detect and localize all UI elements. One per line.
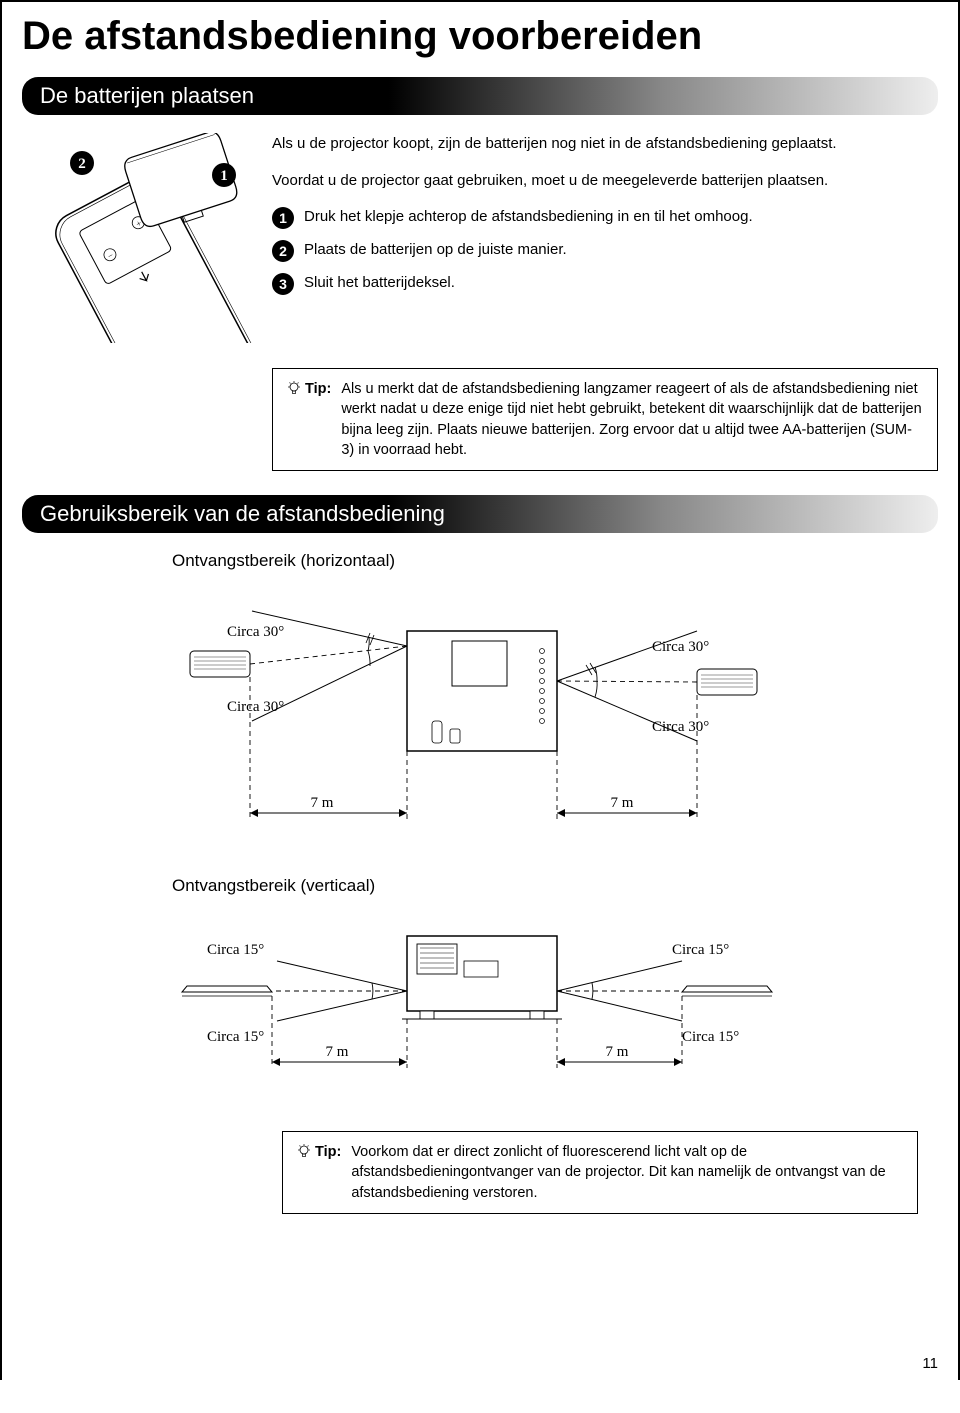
step-bullet-1: 1 bbox=[272, 207, 294, 229]
svg-text:1: 1 bbox=[220, 168, 228, 184]
label-circa30-bl: Circa 30° bbox=[227, 699, 284, 715]
tip-box-2: Tip: Voorkom dat er direct zonlicht of f… bbox=[282, 1131, 918, 1214]
step-text-1: Druk het klepje achterop de afstandsbedi… bbox=[304, 206, 753, 229]
page: De afstandsbediening voorbereiden De bat… bbox=[0, 0, 960, 1380]
label-7m-vr: 7 m bbox=[606, 1044, 629, 1060]
battery-text-block: Als u de projector koopt, zijn de batter… bbox=[272, 133, 938, 348]
intro-paragraph-2: Voordat u de projector gaat gebruiken, m… bbox=[272, 170, 938, 193]
range-section: Ontvangstbereik (horizontaal) bbox=[22, 551, 938, 1214]
section-header-batteries: De batterijen plaatsen bbox=[22, 77, 938, 115]
section-header-range: Gebruiksbereik van de afstandsbediening bbox=[22, 495, 938, 533]
diagram-horizontal: Circa 30° Circa 30° Circa 30° Circa 30° … bbox=[152, 581, 938, 846]
battery-section: − + 2 1 Als u de proj bbox=[22, 133, 938, 348]
subheading-horizontal: Ontvangstbereik (horizontaal) bbox=[172, 551, 938, 571]
page-number: 11 bbox=[922, 1355, 938, 1372]
horizontal-range-svg: Circa 30° Circa 30° Circa 30° Circa 30° … bbox=[152, 581, 792, 841]
label-circa15-br: Circa 15° bbox=[682, 1029, 739, 1045]
step-list: 1 Druk het klepje achterop de afstandsbe… bbox=[272, 206, 938, 295]
tip-text-1: Als u merkt dat de afstandsbediening lan… bbox=[341, 379, 923, 460]
tip-label-text-1: Tip: bbox=[305, 379, 331, 399]
tip-label-1: Tip: bbox=[287, 379, 331, 460]
tip-label-text-2: Tip: bbox=[315, 1142, 341, 1162]
label-circa30-tr: Circa 30° bbox=[652, 639, 709, 655]
label-7m-vl: 7 m bbox=[326, 1044, 349, 1060]
tip-box-1: Tip: Als u merkt dat de afstandsbedienin… bbox=[272, 368, 938, 471]
label-circa30-tl: Circa 30° bbox=[227, 624, 284, 640]
lightbulb-icon bbox=[287, 381, 301, 395]
label-circa30-br: Circa 30° bbox=[652, 719, 709, 735]
vertical-range-svg: Circa 15° Circa 15° Circa 15° Circa 15° … bbox=[152, 906, 792, 1096]
step-2: 2 Plaats de batterijen op de juiste mani… bbox=[272, 239, 938, 262]
lightbulb-icon bbox=[297, 1144, 311, 1158]
tip-label-2: Tip: bbox=[297, 1142, 341, 1203]
step-bullet-3: 3 bbox=[272, 273, 294, 295]
svg-text:2: 2 bbox=[78, 156, 86, 172]
step-text-3: Sluit het batterijdeksel. bbox=[304, 272, 455, 295]
step-1: 1 Druk het klepje achterop de afstandsbe… bbox=[272, 206, 938, 229]
page-title: De afstandsbediening voorbereiden bbox=[22, 14, 938, 59]
diagram-vertical: Circa 15° Circa 15° Circa 15° Circa 15° … bbox=[152, 906, 938, 1101]
label-7m-l: 7 m bbox=[311, 795, 334, 811]
step-bullet-2: 2 bbox=[272, 240, 294, 262]
label-circa15-bl: Circa 15° bbox=[207, 1029, 264, 1045]
step-3: 3 Sluit het batterijdeksel. bbox=[272, 272, 938, 295]
intro-paragraph-1: Als u de projector koopt, zijn de batter… bbox=[272, 133, 938, 156]
label-circa15-tr: Circa 15° bbox=[672, 942, 729, 958]
remote-illustration: − + 2 1 bbox=[22, 133, 252, 348]
remote-svg: − + 2 1 bbox=[22, 133, 252, 343]
label-circa15-tl: Circa 15° bbox=[207, 942, 264, 958]
step-text-2: Plaats de batterijen op de juiste manier… bbox=[304, 239, 567, 262]
tip-text-2: Voorkom dat er direct zonlicht of fluore… bbox=[351, 1142, 903, 1203]
subheading-vertical: Ontvangstbereik (verticaal) bbox=[172, 876, 938, 896]
label-7m-r: 7 m bbox=[611, 795, 634, 811]
